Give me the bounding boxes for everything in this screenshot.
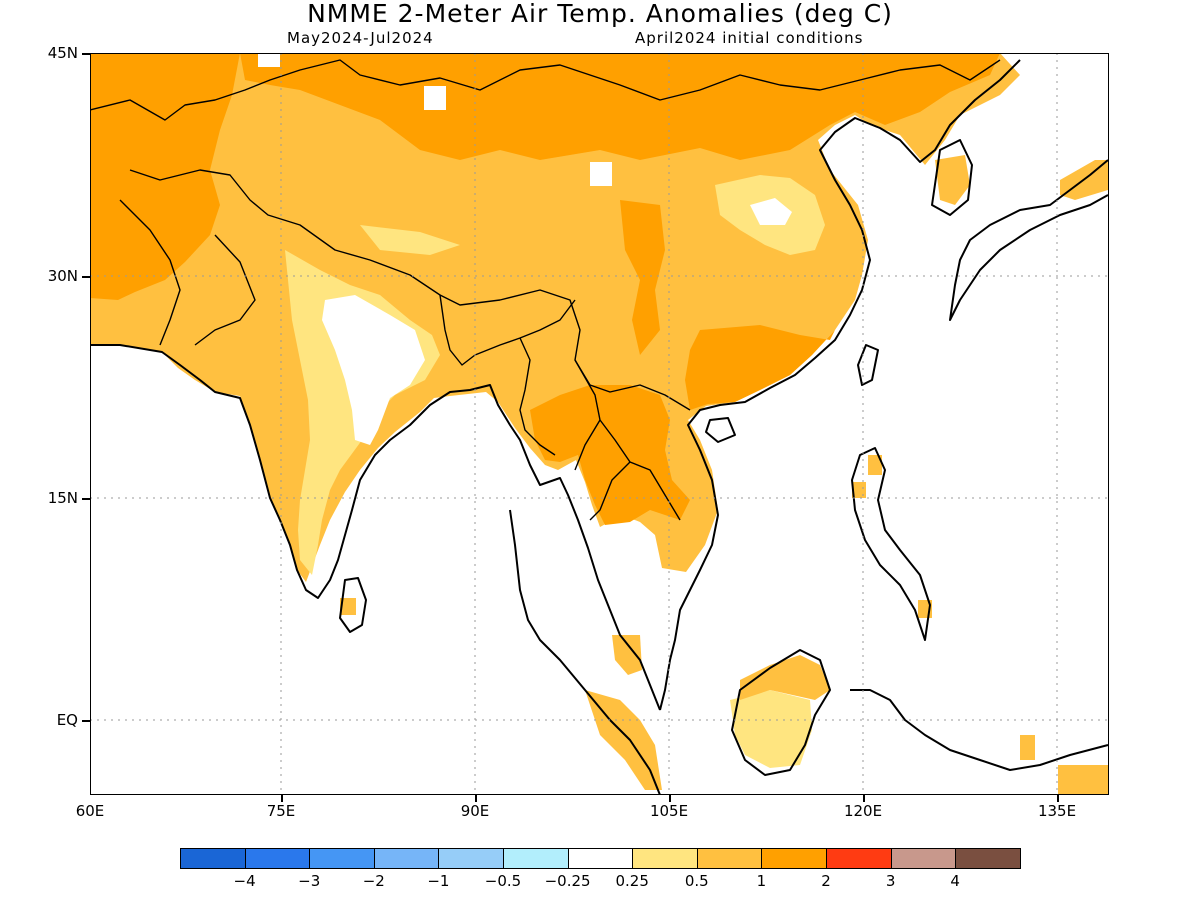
lon-label-60e: 60E (75, 802, 105, 820)
lat-tick (82, 498, 90, 500)
anomaly-map-svg (90, 53, 1109, 795)
lon-tick (1057, 795, 1059, 802)
anomaly-high-west (90, 53, 240, 300)
colorbar-label: −1 (427, 872, 450, 890)
lon-label-90e: 90E (460, 802, 490, 820)
colorbar-label: −0.25 (544, 872, 591, 890)
colorbar-swatch (955, 848, 1021, 869)
graticule (90, 53, 1108, 795)
colorbar-swatch (826, 848, 892, 869)
lon-label-120e: 120E (843, 802, 883, 820)
map-title: NMME 2-Meter Air Temp. Anomalies (deg C) (307, 0, 893, 28)
colorbar-swatch (761, 848, 827, 869)
lon-tick (281, 795, 283, 802)
lat-tick (82, 53, 90, 55)
initial-conditions: April2024 initial conditions (635, 29, 864, 47)
colorbar-swatch (890, 848, 957, 869)
country-borders (90, 59, 1001, 521)
colorbar-label: 3 (885, 872, 896, 890)
colorbar-swatch (244, 848, 311, 869)
colorbar-swatch (438, 848, 504, 869)
colorbar-label: 0.5 (684, 872, 709, 890)
colorbar-label: 4 (950, 872, 960, 890)
colorbar-swatch (309, 848, 375, 869)
colorbar-swatch (373, 848, 440, 869)
forecast-period: May2024-Jul2024 (287, 29, 434, 47)
coastlines (90, 59, 1109, 795)
colorbar-swatch (696, 848, 763, 869)
anomaly-low-borneo (730, 690, 812, 768)
land-anomaly-borneo (740, 655, 830, 700)
colorbar-label: −0.5 (484, 872, 522, 890)
lon-label-75e: 75E (266, 802, 296, 820)
near-zero-block-2 (424, 86, 446, 110)
lon-label-105e: 105E (649, 802, 689, 820)
colorbar-label: −2 (362, 872, 385, 890)
lat-label-eq: EQ (56, 711, 78, 729)
land-anomaly-sumatra (585, 690, 662, 790)
lat-label-30n: 30N (47, 267, 78, 285)
colorbar-label: 2 (821, 872, 831, 890)
colorbar-label: 0.25 (615, 872, 649, 890)
anomaly-high-tibet (620, 200, 665, 355)
colorbar-label: −4 (233, 872, 256, 890)
near-zero-block-3 (590, 162, 612, 186)
colorbar-swatch (503, 848, 569, 869)
lat-tick (82, 276, 90, 278)
lon-label-135e: 135E (1037, 802, 1077, 820)
lon-tick (863, 795, 865, 802)
lat-label-15n: 15N (47, 489, 78, 507)
land-anomaly-malaya (612, 635, 642, 675)
lon-tick (475, 795, 477, 802)
anomaly-high-indochina (530, 385, 690, 525)
colorbar-label: −3 (298, 872, 321, 890)
land-anomaly-korea (935, 155, 970, 205)
near-zero-gangetic (322, 295, 425, 445)
colorbar-label: 1 (756, 872, 767, 890)
anomaly-high-china-east (685, 325, 835, 410)
lon-tick (669, 795, 671, 802)
lat-tick (82, 720, 90, 722)
near-zero-block-1 (258, 53, 280, 67)
lat-label-45n: 45N (47, 44, 78, 62)
near-zero-northchina (750, 198, 792, 225)
anomaly-low-himalaya (360, 225, 460, 255)
anomaly-map (90, 53, 1109, 795)
colorbar-swatch (180, 848, 246, 869)
land-anomaly-taiwan-ph (340, 455, 1108, 795)
colorbar-swatch (567, 848, 634, 869)
colorbar-swatch (632, 848, 698, 869)
